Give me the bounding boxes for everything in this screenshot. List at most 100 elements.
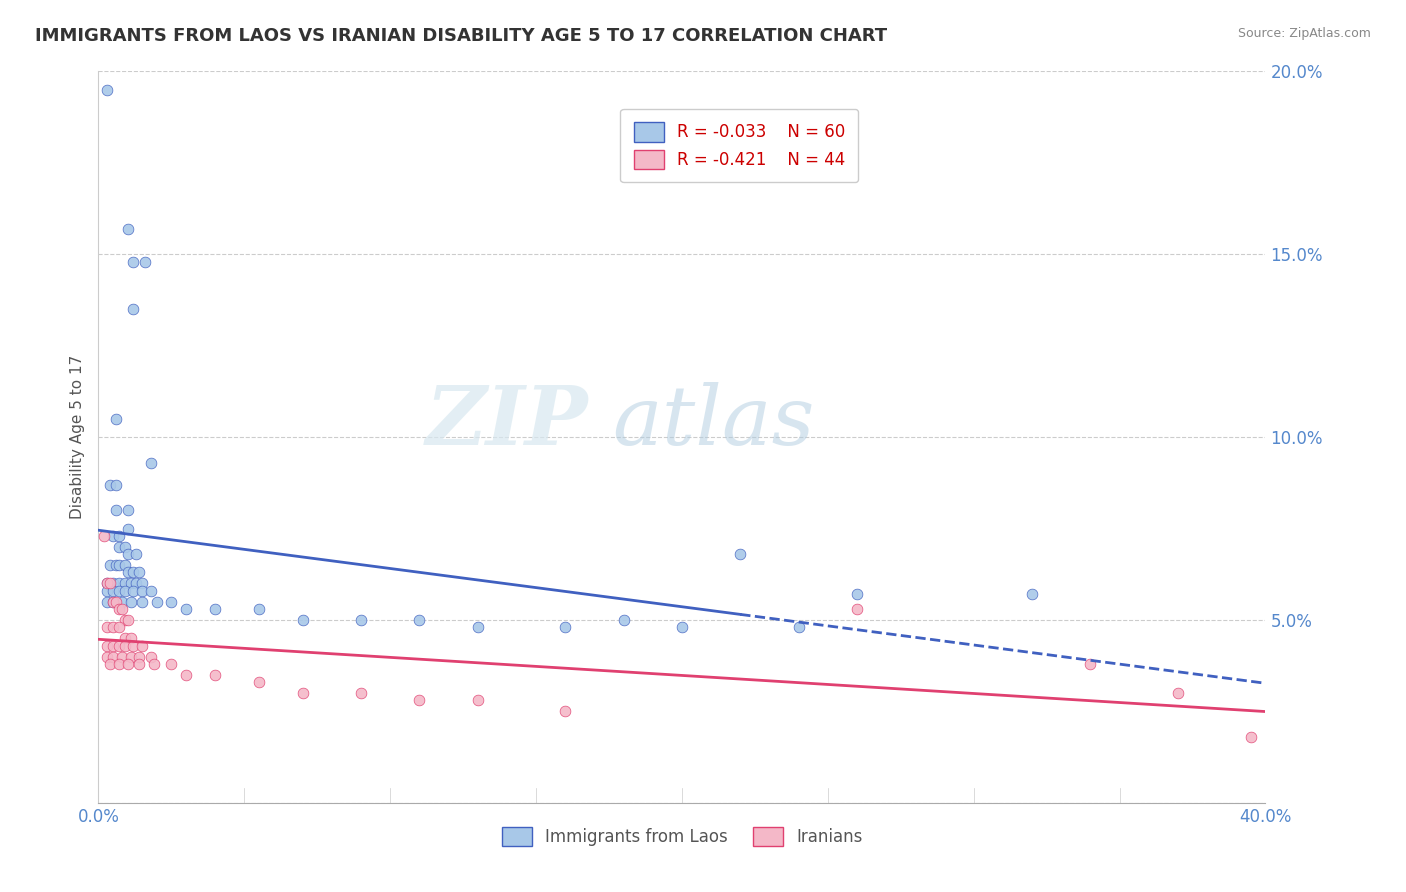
Y-axis label: Disability Age 5 to 17: Disability Age 5 to 17 <box>69 355 84 519</box>
Point <box>160 657 183 671</box>
Point <box>114 639 136 653</box>
Point <box>104 503 127 517</box>
Point <box>98 576 121 591</box>
Point <box>96 576 118 591</box>
Point <box>1080 657 1102 671</box>
Point <box>98 657 121 671</box>
Point <box>114 540 136 554</box>
Point <box>125 547 148 561</box>
Point <box>108 583 131 598</box>
Point <box>114 576 136 591</box>
Text: ZIP: ZIP <box>426 383 589 462</box>
Point <box>247 602 270 616</box>
Point <box>1167 686 1189 700</box>
Point <box>291 686 314 700</box>
Point <box>120 632 142 646</box>
Point <box>101 594 124 608</box>
Text: Source: ZipAtlas.com: Source: ZipAtlas.com <box>1237 27 1371 40</box>
Point <box>104 594 127 608</box>
Point <box>111 602 134 616</box>
Point <box>104 477 127 491</box>
Point <box>114 632 136 646</box>
Point <box>120 594 142 608</box>
Point <box>120 576 142 591</box>
Point <box>117 521 139 535</box>
Point <box>467 620 489 634</box>
Point <box>128 566 150 580</box>
Point <box>174 667 197 681</box>
Point <box>108 540 131 554</box>
Point <box>101 639 124 653</box>
Text: IMMIGRANTS FROM LAOS VS IRANIAN DISABILITY AGE 5 TO 17 CORRELATION CHART: IMMIGRANTS FROM LAOS VS IRANIAN DISABILI… <box>35 27 887 45</box>
Point <box>408 613 430 627</box>
Text: atlas: atlas <box>612 383 814 462</box>
Point <box>787 620 810 634</box>
Point <box>96 649 118 664</box>
Point <box>101 620 124 634</box>
Point <box>204 667 226 681</box>
Point <box>350 686 373 700</box>
Point <box>554 705 576 719</box>
Point <box>114 583 136 598</box>
Point <box>142 657 165 671</box>
Point <box>128 657 150 671</box>
Point <box>93 529 115 543</box>
Point <box>160 594 183 608</box>
Point <box>101 576 124 591</box>
Point <box>108 639 131 653</box>
Point <box>114 613 136 627</box>
Point <box>117 547 139 561</box>
Point <box>291 613 314 627</box>
Point <box>1240 730 1263 744</box>
Point <box>111 649 134 664</box>
Point <box>108 657 131 671</box>
Point <box>122 301 145 317</box>
Point <box>204 602 226 616</box>
Point <box>117 613 139 627</box>
Point <box>128 649 150 664</box>
Point <box>247 675 270 690</box>
Point <box>98 558 121 573</box>
Point <box>104 412 127 426</box>
Point <box>134 254 156 268</box>
Point <box>350 613 373 627</box>
Point <box>122 639 145 653</box>
Point <box>139 583 162 598</box>
Point <box>846 602 869 616</box>
Point <box>96 639 118 653</box>
Point <box>122 254 145 268</box>
Point <box>114 558 136 573</box>
Point <box>117 566 139 580</box>
Point <box>108 620 131 634</box>
Point <box>730 547 752 561</box>
Point <box>111 594 134 608</box>
Point <box>1021 587 1043 601</box>
Point <box>96 82 118 96</box>
Point <box>174 602 197 616</box>
Point <box>120 649 142 664</box>
Point <box>846 587 869 601</box>
Point <box>117 657 139 671</box>
Point <box>554 620 576 634</box>
Point <box>671 620 693 634</box>
Point <box>125 576 148 591</box>
Point <box>131 594 153 608</box>
Point <box>101 649 124 664</box>
Point <box>101 594 124 608</box>
Point <box>101 529 124 543</box>
Point <box>108 529 131 543</box>
Point <box>96 594 118 608</box>
Point <box>104 558 127 573</box>
Point <box>131 639 153 653</box>
Point <box>98 477 121 491</box>
Point <box>117 503 139 517</box>
Point <box>131 583 153 598</box>
Point <box>122 583 145 598</box>
Legend: Immigrants from Laos, Iranians: Immigrants from Laos, Iranians <box>495 821 869 853</box>
Point <box>122 566 145 580</box>
Point <box>101 583 124 598</box>
Point <box>108 576 131 591</box>
Point <box>96 620 118 634</box>
Point <box>612 613 634 627</box>
Point <box>139 649 162 664</box>
